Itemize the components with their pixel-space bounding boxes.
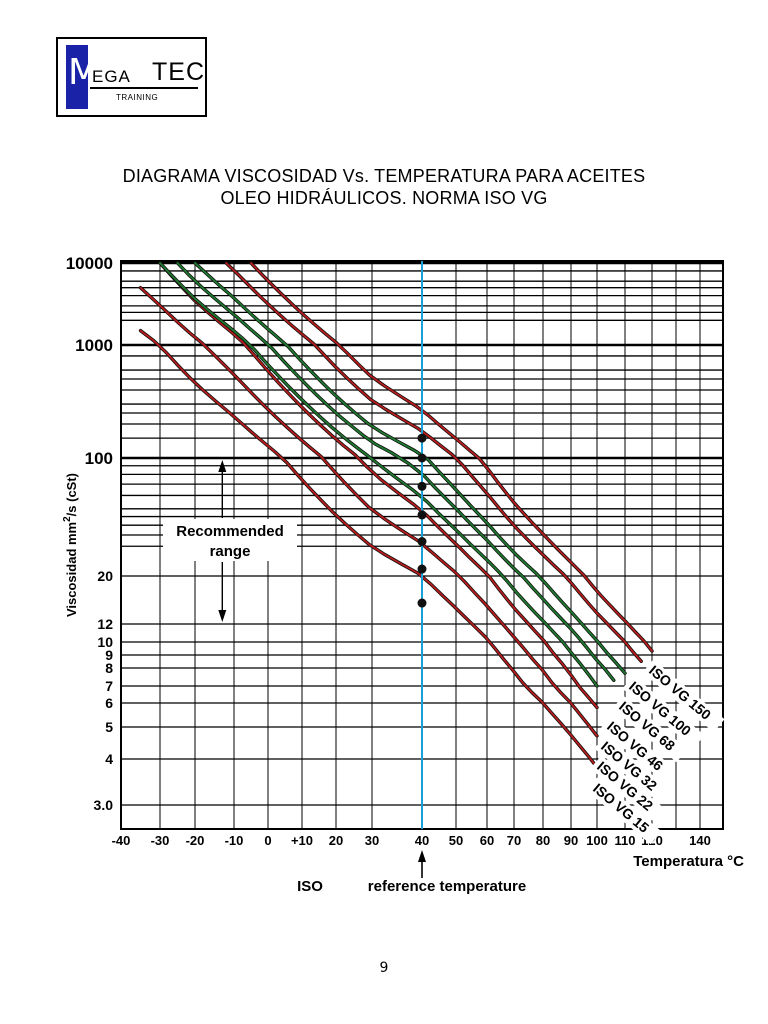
y-tick-label: 7 bbox=[105, 678, 113, 694]
iso-label: ISO bbox=[297, 878, 323, 895]
x-tick-label: 110 bbox=[615, 833, 636, 848]
logo-training-text: TRAINING bbox=[116, 93, 159, 102]
x-tick-label: +10 bbox=[291, 833, 313, 848]
x-tick-label: 40 bbox=[415, 833, 429, 848]
reference-points bbox=[417, 433, 427, 608]
series-line-shadow bbox=[158, 261, 599, 710]
x-tick-label: 100 bbox=[586, 833, 608, 848]
x-tick-label: 90 bbox=[564, 833, 578, 848]
recommended-range-up-arrow-icon bbox=[218, 460, 227, 472]
y-tick-label: 10000 bbox=[66, 254, 113, 273]
logo-blue-block bbox=[66, 45, 88, 109]
y-tick-label: 3.0 bbox=[94, 797, 114, 813]
x-tick-label: -30 bbox=[151, 833, 170, 848]
logo-letter-m: M bbox=[68, 52, 100, 93]
y-tick-label: 9 bbox=[105, 647, 113, 663]
series-label-bg bbox=[622, 675, 705, 749]
x-tick-label: 0 bbox=[264, 833, 271, 848]
chart-title-line1: DIAGRAMA VISCOSIDAD Vs. TEMPERATURA PARA… bbox=[122, 166, 646, 186]
series-line-iso-vg-46 bbox=[159, 262, 598, 687]
reference-point bbox=[417, 481, 427, 491]
reference-temperature-label: reference temperature bbox=[368, 878, 526, 895]
recommended-range-label: Recommended bbox=[176, 523, 284, 540]
page-number: 9 bbox=[379, 960, 389, 976]
chart-series-lines bbox=[138, 261, 654, 769]
y-tick-label: 4 bbox=[105, 751, 113, 767]
x-axis-label: Temperatura °C bbox=[633, 853, 744, 870]
series-label-bg bbox=[600, 715, 676, 783]
series-line-shadow bbox=[193, 261, 627, 675]
reference-point bbox=[417, 537, 427, 547]
x-tick-label: 20 bbox=[329, 833, 343, 848]
series-line-shadow bbox=[138, 286, 599, 738]
series-line-iso-vg-22 bbox=[139, 286, 598, 737]
reference-point bbox=[417, 433, 427, 443]
series-line-iso-vg-220 bbox=[250, 262, 653, 652]
series-line-iso-vg-32 bbox=[159, 262, 598, 709]
reference-point bbox=[417, 510, 427, 520]
series-label-bg bbox=[586, 777, 662, 845]
reference-point bbox=[417, 598, 427, 608]
x-tick-label: 70 bbox=[507, 833, 521, 848]
series-line-iso-vg-150 bbox=[225, 262, 643, 663]
y-tick-label: 100 bbox=[85, 449, 113, 468]
series-label-bg bbox=[642, 659, 725, 733]
series-label-bg bbox=[594, 735, 670, 803]
series-label-bg bbox=[590, 755, 666, 823]
recommended-range-label-bg bbox=[163, 519, 297, 561]
logo-text-ega: EGA bbox=[92, 67, 131, 86]
series-line-shadow bbox=[175, 261, 616, 682]
x-tick-label: 140 bbox=[689, 833, 711, 848]
x-tick-label: -10 bbox=[225, 833, 244, 848]
logo-underline bbox=[90, 87, 198, 89]
series-line-iso-vg-15 bbox=[139, 329, 598, 769]
recommended-range-label: range bbox=[210, 543, 251, 560]
megatec-logo: M EGA TEC TRAINING bbox=[56, 37, 207, 117]
x-tick-label: 60 bbox=[480, 833, 494, 848]
logo-text-tec: TEC bbox=[152, 58, 205, 86]
reference-point bbox=[417, 453, 427, 463]
reference-temperature-arrow-icon bbox=[418, 850, 426, 862]
y-tick-label: 8 bbox=[105, 660, 113, 676]
x-tick-label: 50 bbox=[449, 833, 463, 848]
y-tick-label: 6 bbox=[105, 695, 113, 711]
y-tick-label: 10 bbox=[97, 634, 113, 650]
series-line-iso-vg-68 bbox=[176, 262, 615, 682]
x-tick-label: 80 bbox=[536, 833, 550, 848]
x-tick-label: 30 bbox=[365, 833, 379, 848]
y-axis-label: Viscosidad mm2/s (cSt) bbox=[62, 473, 79, 617]
series-line-iso-vg-100 bbox=[194, 262, 626, 675]
x-tick-label: -20 bbox=[186, 833, 205, 848]
recommended-range-down-arrow-icon bbox=[218, 610, 227, 622]
y-tick-label: 12 bbox=[97, 616, 113, 632]
reference-point bbox=[417, 564, 427, 574]
x-tick-label: -40 bbox=[112, 833, 131, 848]
series-label-bg bbox=[612, 695, 688, 763]
chart-title-line2: OLEO HIDRÁULICOS. NORMA ISO VG bbox=[220, 188, 548, 208]
y-tick-label: 5 bbox=[105, 719, 113, 735]
y-tick-label: 1000 bbox=[75, 336, 113, 355]
y-tick-label: 20 bbox=[97, 568, 113, 584]
